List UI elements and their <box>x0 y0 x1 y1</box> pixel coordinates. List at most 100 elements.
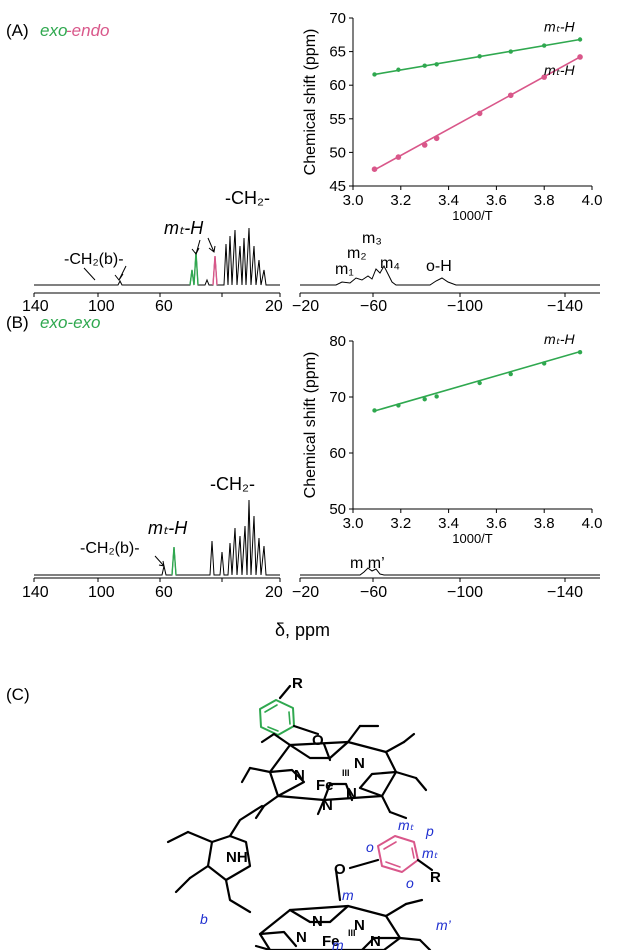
atom-label-iii-top: III <box>342 768 350 778</box>
fit-line <box>374 350 581 412</box>
series-label: mₜ-H <box>544 62 575 78</box>
x-axis-label: 1000/T <box>452 208 493 223</box>
data-point <box>541 74 547 80</box>
pos-label-m: m <box>342 887 354 903</box>
x-tick-label: 4.0 <box>582 192 603 209</box>
tick-b-right-m100: −100 <box>447 584 483 601</box>
label-b-ch2b: -CH₂(b)- <box>80 540 140 557</box>
data-point <box>542 43 547 48</box>
atom-label-n-6: N <box>354 917 365 934</box>
label-a-ch2: -CH₂- <box>225 188 270 208</box>
atom-label-nh: NH <box>226 849 248 866</box>
label-a-m1: m₁ <box>335 261 354 278</box>
x-tick-label: 3.8 <box>534 515 555 532</box>
x-tick-label: 3.0 <box>343 515 364 532</box>
pos-label-b: b <box>200 911 208 927</box>
x-tick-label: 3.6 <box>486 192 507 209</box>
data-point <box>577 54 583 60</box>
label-b-mm: m m’ <box>350 555 385 572</box>
y-tick-label: 60 <box>329 77 346 94</box>
pos-label-p: p <box>425 823 434 839</box>
tick-b-left-100: 100 <box>88 584 115 601</box>
atom-label-o-top: O <box>312 732 324 749</box>
structure-labels: R O N Fe III N N N NH R O N Fe III N N N <box>226 675 441 950</box>
x-tick-label: 3.4 <box>438 192 459 209</box>
x-tick-label: 3.8 <box>534 192 555 209</box>
spectrum-a-green-peak <box>189 251 199 286</box>
data-point <box>422 63 427 68</box>
label-a-mth: mₜ-H <box>164 218 204 238</box>
tick-a-right-m60: −60 <box>360 298 387 315</box>
panel-c-label: (C) <box>6 685 30 704</box>
atom-label-r-top: R <box>292 675 303 692</box>
x-tick-label: 3.4 <box>438 515 459 532</box>
pos-label-mt-1: mₜ <box>398 817 415 833</box>
spectrum-b-right-trace <box>300 567 600 576</box>
atom-label-n-7: N <box>370 933 381 950</box>
y-tick-label: 45 <box>329 178 346 195</box>
panel-a-title-exo: exo <box>40 21 67 40</box>
atom-label-iii-bottom: III <box>348 928 356 938</box>
panel-b-spectrum-left: 140 100 60 20 -CH₂(b)- mₜ-H -CH₂- <box>22 474 283 601</box>
x-axis-label-delta-ppm: δ, ppm <box>275 620 330 640</box>
data-point <box>434 62 439 67</box>
tick-b-left-60: 60 <box>155 584 173 601</box>
data-point <box>421 142 428 148</box>
x-tick-label: 3.2 <box>390 192 411 209</box>
data-point <box>433 135 440 142</box>
atom-label-n-4: N <box>322 797 333 814</box>
label-a-ch2b: -CH₂(b)- <box>64 251 124 268</box>
pos-label-o-2: o <box>406 875 414 891</box>
panel-b-inset-chart: 3.0 3.2 3.4 3.6 3.8 4.0 50 60 70 80 1000/T Chemical… <box>302 331 602 546</box>
y-tick-label: 60 <box>329 445 346 462</box>
data-point <box>508 49 513 54</box>
tick-a-left-20: 20 <box>265 298 283 315</box>
tick-a-left-60: 60 <box>155 298 173 315</box>
label-a-m2: m₂ <box>347 245 367 262</box>
data-point <box>395 154 402 160</box>
position-labels: mₜ p o mₜ o m b m’ m <box>200 817 452 950</box>
tick-a-right-m20: −20 <box>292 298 319 315</box>
tick-a-left-140: 140 <box>22 298 49 315</box>
panel-a-inset-chart: 3.0 3.2 3.4 3.6 3.8 4.0 45 50 55 60 65 70 1000/T Chem… <box>302 10 602 223</box>
tick-a-right-m100: −100 <box>447 298 483 315</box>
data-point <box>477 54 482 59</box>
spectrum-a-pink-peak <box>212 255 218 286</box>
x-tick-label: 3.0 <box>343 192 364 209</box>
x-tick-label: 4.0 <box>582 515 603 532</box>
data-point <box>396 67 401 72</box>
y-axis-label: Chemical shift (ppm) <box>302 29 319 176</box>
atom-label-n-2: N <box>354 755 365 772</box>
atom-label-n-3: N <box>346 785 357 802</box>
lower-porphyrin-frame <box>258 904 402 950</box>
label-a-m4: m₄ <box>380 255 400 272</box>
data-point <box>542 361 547 366</box>
y-tick-label: 50 <box>329 144 346 161</box>
pos-label-mt-2: mₜ <box>422 845 439 861</box>
panel-b-title: exo-exo <box>40 313 100 332</box>
data-point <box>507 92 514 99</box>
tick-a-right-m140: −140 <box>547 298 583 315</box>
arrow-b-ch2b <box>154 555 165 567</box>
y-tick-label: 70 <box>329 389 346 406</box>
arrow-a-ch2b-2 <box>83 267 96 281</box>
panel-a-spectrum-left: 140 100 60 20 -CH₂(b)- mₜ-H -CH₂- <box>22 188 283 315</box>
data-point <box>577 37 583 42</box>
label-b-ch2: -CH₂- <box>210 474 255 494</box>
arrow-a-ch2b-1 <box>114 265 127 281</box>
panel-a-label: (A) <box>6 21 29 40</box>
atom-label-fe-bottom: Fe <box>322 933 340 950</box>
panel-b-label: (B) <box>6 313 29 332</box>
data-point <box>372 72 377 77</box>
tick-b-right-m20: −20 <box>292 584 319 601</box>
pos-label-o-1: o <box>366 839 374 855</box>
x-tick-label: 3.2 <box>390 515 411 532</box>
arrow-a-mth <box>191 237 216 255</box>
panel-a-title-endo: -endo <box>66 21 109 40</box>
data-point <box>508 371 513 377</box>
tick-b-right-m140: −140 <box>547 584 583 601</box>
atom-label-fe-top: Fe <box>316 777 334 794</box>
panel-b-spectrum-right: −20 −60 −100 −140 m m’ <box>292 555 600 601</box>
panel-a-spectrum-right: −20 −60 −100 −140 m₁ m₂ m₃ m₄ o-H <box>292 230 600 315</box>
